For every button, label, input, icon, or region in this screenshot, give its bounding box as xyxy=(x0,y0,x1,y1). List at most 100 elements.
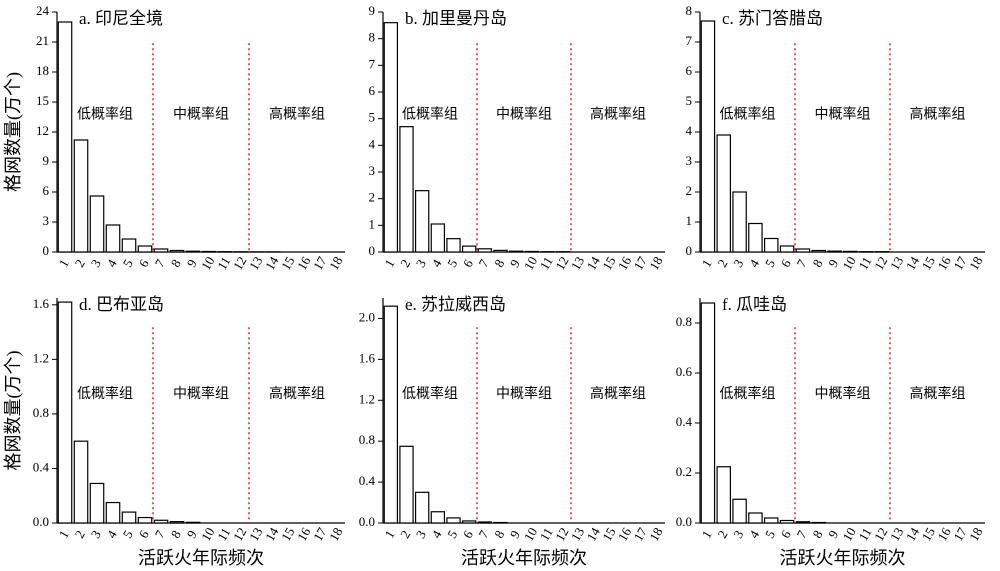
x-tick-label: 3 xyxy=(413,528,429,541)
y-tick-label: 0.8 xyxy=(676,314,692,329)
bar xyxy=(137,245,153,253)
x-tick-label: 4 xyxy=(746,256,762,270)
bar xyxy=(185,250,201,253)
bar xyxy=(827,250,842,253)
panel-title: c. 苏门答腊岛 xyxy=(722,9,823,28)
bar xyxy=(779,519,795,524)
x-tick-label: 3 xyxy=(413,257,429,270)
y-tick-label: 1.2 xyxy=(33,350,49,365)
y-tick-label: 3 xyxy=(369,163,376,178)
x-tick-label: 1 xyxy=(56,528,72,541)
x-tick-label: 10 xyxy=(521,525,540,544)
bar xyxy=(137,516,153,524)
x-tick-label: 15 xyxy=(278,525,297,544)
y-tick-label: 4 xyxy=(686,123,693,138)
panel-title: f. 瓜哇岛 xyxy=(722,295,787,314)
y-tick-label: 7 xyxy=(686,33,693,48)
x-tick-label: 5 xyxy=(762,528,778,541)
bar xyxy=(430,511,446,524)
y-tick-label: 18 xyxy=(36,63,49,78)
x-axis-label: 活跃火年际频次 xyxy=(780,548,906,568)
y-tick-label: 0.0 xyxy=(676,514,692,529)
y-tick-label: 2 xyxy=(686,183,693,198)
x-tick-label: 6 xyxy=(136,527,152,541)
x-tick-label: 18 xyxy=(646,254,665,273)
x-tick-label: 5 xyxy=(444,528,460,541)
bar xyxy=(446,517,461,524)
bar xyxy=(73,139,89,253)
bar xyxy=(700,20,716,253)
x-tick-label: 7 xyxy=(793,527,809,541)
bar xyxy=(89,482,105,524)
x-tick-label: 8 xyxy=(168,257,184,270)
y-tick-label: 0.8 xyxy=(33,405,49,420)
x-tick-label: 13 xyxy=(887,525,906,544)
bar xyxy=(446,238,461,253)
bar xyxy=(477,248,493,253)
y-tick-label: 3 xyxy=(43,213,50,228)
x-tick-label: 5 xyxy=(444,257,460,270)
bar xyxy=(748,222,763,253)
y-tick-label: 1.2 xyxy=(359,391,375,406)
bar xyxy=(153,248,169,253)
bar xyxy=(414,190,430,253)
y-tick-label: 1.6 xyxy=(33,296,50,311)
group-label: 低概率组 xyxy=(720,105,776,122)
x-tick-label: 5 xyxy=(762,257,778,270)
y-tick-label: 0 xyxy=(43,243,50,258)
y-tick-label: 6 xyxy=(686,63,693,78)
x-tick-label: 13 xyxy=(887,254,906,273)
bar xyxy=(811,521,826,524)
x-tick-label: 6 xyxy=(136,256,152,270)
bar xyxy=(430,223,446,253)
x-tick-label: 2 xyxy=(397,257,413,270)
bar xyxy=(461,245,477,253)
x-tick-label: 4 xyxy=(428,256,444,270)
group-label: 中概率组 xyxy=(815,105,871,122)
x-tick-label: 18 xyxy=(966,525,985,544)
bar xyxy=(716,466,731,524)
y-tick-label: 0.4 xyxy=(33,459,50,474)
x-tick-label: 13 xyxy=(568,254,587,273)
x-tick-label: 10 xyxy=(839,254,858,273)
x-tick-label: 6 xyxy=(778,256,794,270)
bar xyxy=(57,21,73,253)
y-tick-label: 5 xyxy=(686,93,693,108)
bar xyxy=(508,250,524,253)
bar xyxy=(493,249,508,253)
group-label: 低概率组 xyxy=(720,385,776,402)
y-tick-label: 0.6 xyxy=(676,364,693,379)
bar xyxy=(811,249,826,253)
x-tick-label: 6 xyxy=(460,256,476,270)
bar xyxy=(795,248,811,253)
bar xyxy=(169,249,185,253)
y-tick-label: 6 xyxy=(43,183,50,198)
y-tick-label: 7 xyxy=(369,56,376,71)
y-axis-label: 格网数量(万个) xyxy=(3,351,24,471)
y-tick-label: 6 xyxy=(369,83,376,98)
x-tick-label: 4 xyxy=(428,527,444,541)
x-tick-label: 1 xyxy=(381,257,397,270)
x-tick-label: 1 xyxy=(381,528,397,541)
x-tick-label: 7 xyxy=(152,256,168,270)
bar xyxy=(201,250,217,253)
x-tick-label: 18 xyxy=(646,525,665,544)
bar xyxy=(414,491,430,524)
bar xyxy=(399,126,414,253)
x-tick-label: 12 xyxy=(871,525,890,544)
x-tick-label: 7 xyxy=(152,527,168,541)
y-tick-label: 3 xyxy=(686,153,693,168)
y-tick-label: 15 xyxy=(36,93,49,108)
panel-title: d. 巴布亚岛 xyxy=(79,295,164,314)
x-tick-label: 1 xyxy=(698,257,714,270)
x-tick-label: 8 xyxy=(168,528,184,541)
x-tick-label: 2 xyxy=(72,528,88,541)
bar xyxy=(763,237,779,253)
group-label: 低概率组 xyxy=(402,385,458,402)
x-tick-label: 2 xyxy=(714,257,730,270)
bar xyxy=(121,511,137,524)
bar xyxy=(795,521,811,524)
bar xyxy=(700,302,716,524)
bar xyxy=(732,191,747,253)
group-label: 中概率组 xyxy=(496,105,552,122)
